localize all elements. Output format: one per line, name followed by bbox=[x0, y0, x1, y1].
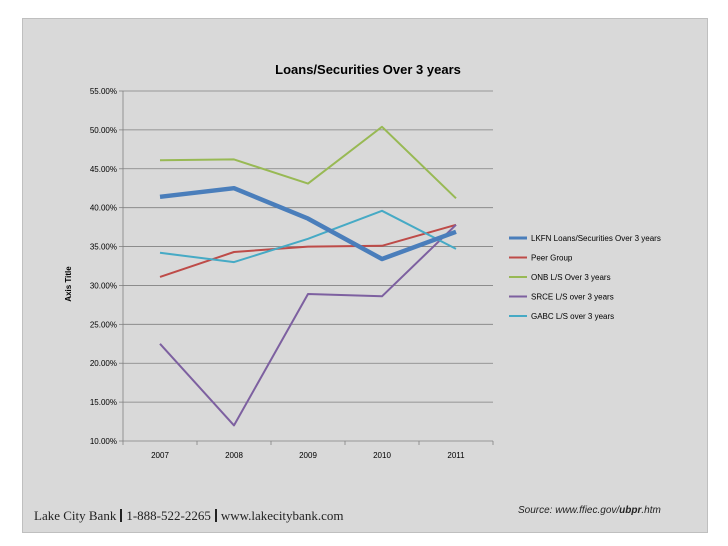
series-lines bbox=[159, 125, 457, 427]
series-line bbox=[159, 223, 457, 278]
legend-label: SRCE L/S over 3 years bbox=[531, 293, 614, 302]
bank-phone: 1-888-522-2265 bbox=[126, 508, 211, 523]
series-line bbox=[159, 185, 457, 262]
series-line bbox=[159, 209, 457, 264]
x-tick-label: 2009 bbox=[299, 451, 317, 460]
legend: LKFN Loans/Securities Over 3 years Peer G… bbox=[509, 234, 661, 321]
x-tick-label: 2008 bbox=[225, 451, 243, 460]
line-chart: Loans/Securities Over 3 years Axis Title… bbox=[64, 62, 661, 460]
legend-label: ONB L/S Over 3 years bbox=[531, 273, 611, 282]
gridlines bbox=[119, 90, 494, 445]
x-axis-ticks: 2007 2008 2009 2010 2011 bbox=[151, 451, 465, 460]
bank-name: Lake City Bank bbox=[34, 508, 117, 523]
source-note: Source: www.ffiec.gov/ubpr.htm bbox=[518, 505, 661, 516]
x-tick-label: 2011 bbox=[447, 451, 465, 460]
y-tick-label: 20.00% bbox=[90, 359, 117, 368]
y-tick-label: 35.00% bbox=[90, 243, 117, 252]
y-tick-label: 10.00% bbox=[90, 437, 117, 446]
y-tick-label: 40.00% bbox=[90, 204, 117, 213]
source-bold: ubpr bbox=[619, 505, 642, 516]
footer-contact: Lake City Bank 1-888-522-2265 www.lakecity… bbox=[34, 508, 343, 524]
y-tick-label: 50.00% bbox=[90, 126, 117, 135]
legend-label: Peer Group bbox=[531, 254, 573, 263]
series-line bbox=[159, 125, 457, 200]
source-prefix: Source: www.ffiec.gov/ bbox=[518, 505, 620, 516]
x-tick-label: 2010 bbox=[373, 451, 391, 460]
y-tick-label: 15.00% bbox=[90, 398, 117, 407]
y-axis-title: Axis Title bbox=[64, 266, 73, 302]
slide-background: Loans/Securities Over 3 years Axis Title… bbox=[22, 18, 708, 533]
legend-label: LKFN Loans/Securities Over 3 years bbox=[531, 234, 661, 243]
y-tick-label: 45.00% bbox=[90, 165, 117, 174]
series-line bbox=[159, 224, 457, 427]
chart-title: Loans/Securities Over 3 years bbox=[275, 62, 461, 77]
source-suffix: .htm bbox=[641, 505, 661, 516]
y-axis-ticks: 55.00% 50.00% 45.00% 40.00% 35.00% 30.00% 25.0… bbox=[90, 87, 117, 446]
legend-label: GABC L/S over 3 years bbox=[531, 312, 614, 321]
footer-separator bbox=[120, 509, 123, 522]
bank-website[interactable]: www.lakecitybank.com bbox=[220, 508, 344, 523]
footer-separator bbox=[214, 509, 217, 522]
x-tick-label: 2007 bbox=[151, 451, 169, 460]
y-tick-label: 30.00% bbox=[90, 281, 117, 290]
y-tick-label: 55.00% bbox=[90, 87, 117, 96]
y-tick-label: 25.00% bbox=[90, 320, 117, 329]
